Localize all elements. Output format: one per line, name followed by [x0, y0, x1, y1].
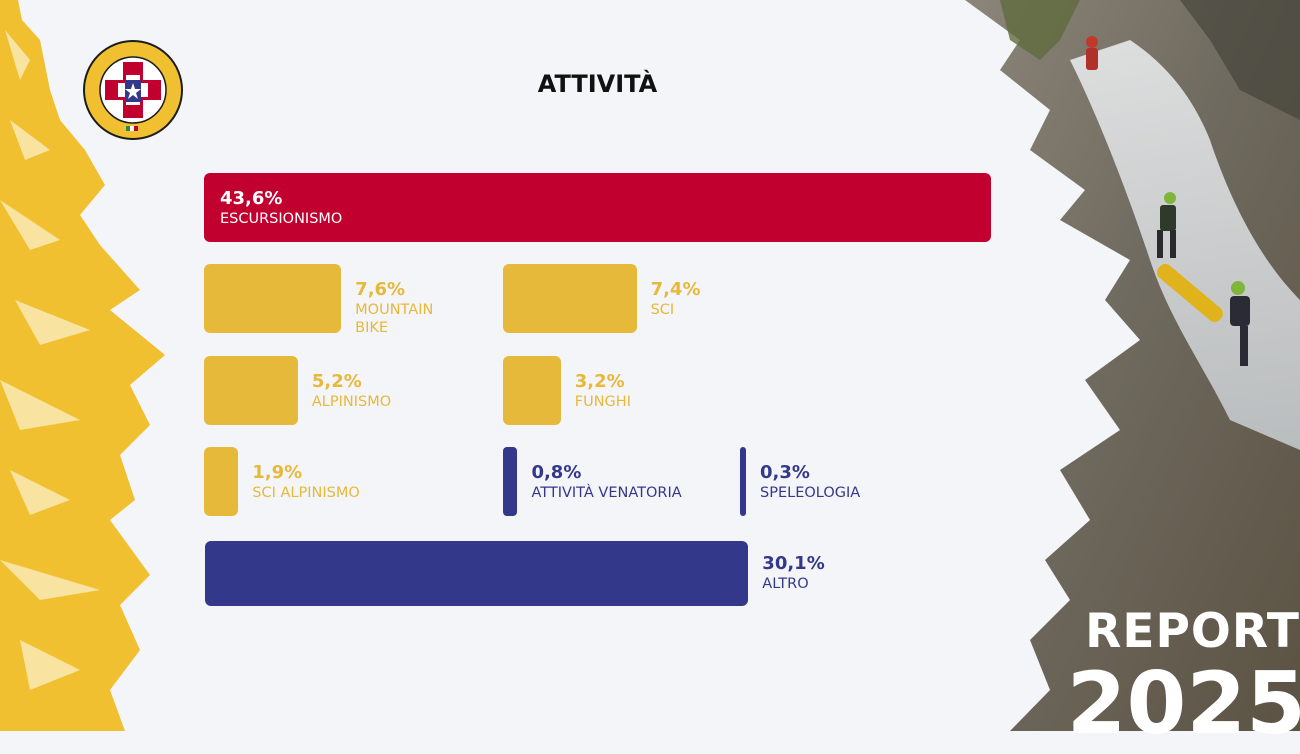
bar-altro — [205, 541, 749, 606]
category-label: ALTRO — [762, 576, 809, 592]
bar-escursionismo — [204, 173, 991, 242]
cnsas-logo — [83, 40, 183, 140]
category-label: SCI ALPINISMO — [252, 485, 360, 501]
category-label: FUNGHI — [574, 394, 631, 410]
category-label: SPELEOLOGIA — [760, 485, 861, 501]
canyon-rescue-photo — [965, 0, 1300, 731]
value-label: 3,2% — [574, 371, 625, 392]
category-label: ALPINISMO — [311, 394, 392, 410]
bar-alpinismo — [204, 356, 298, 425]
value-label: 0,3% — [760, 462, 810, 483]
value-label: 43,6% — [220, 188, 283, 209]
category-label: MOUNTAIN BIKE — [355, 302, 434, 336]
value-label: 7,4% — [650, 279, 701, 300]
value-label: 0,8% — [531, 462, 582, 483]
yellow-mountain-decoration — [0, 0, 165, 731]
bar-sci — [503, 264, 637, 333]
report-year: 2025 — [1066, 654, 1300, 754]
value-label: 1,9% — [252, 462, 303, 483]
bar-attivit-venatoria — [503, 447, 518, 516]
value-label: 30,1% — [762, 553, 825, 574]
category-label: ATTIVITÀ VENATORIA — [531, 485, 682, 501]
bar-funghi — [503, 356, 561, 425]
category-label: SCI — [650, 302, 675, 318]
category-label: ESCURSIONISMO — [220, 211, 343, 227]
value-label: 5,2% — [311, 371, 362, 392]
bar-mountain-bike — [204, 264, 342, 333]
bar-speleologia — [740, 447, 746, 516]
report-word: REPORT — [1085, 604, 1300, 659]
page-title: ATTIVITÀ — [537, 70, 658, 98]
value-label: 7,6% — [355, 279, 406, 300]
bar-sci-alpinismo — [204, 447, 239, 516]
